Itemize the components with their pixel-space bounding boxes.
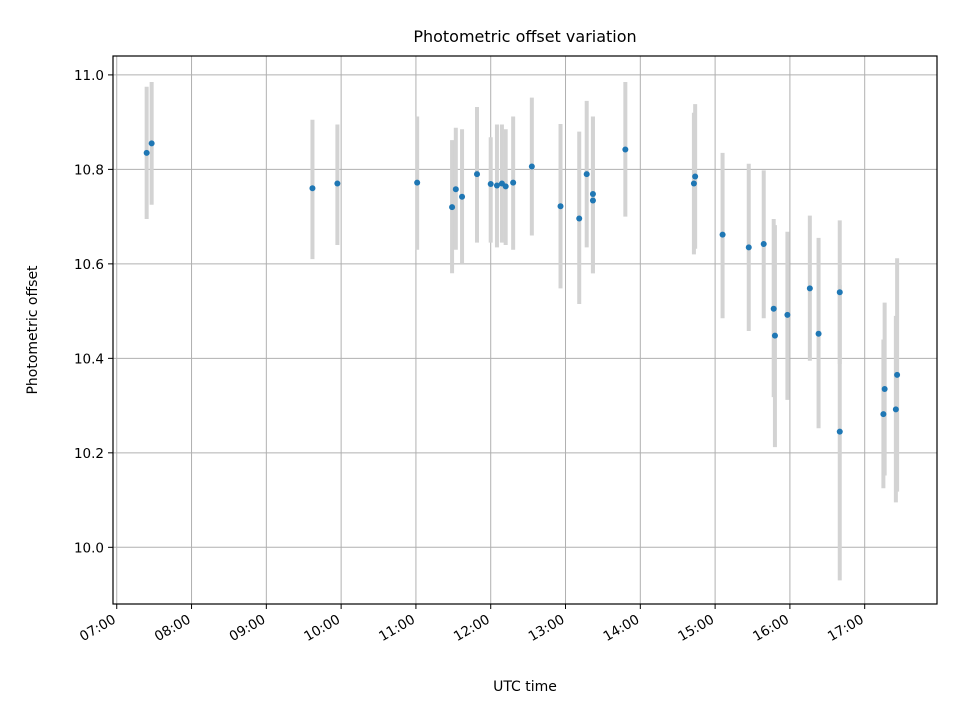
- data-point: [449, 204, 456, 211]
- data-point: [487, 181, 494, 188]
- y-tick-label: 11.0: [74, 68, 104, 84]
- x-tick-label: 17:00: [825, 612, 867, 645]
- data-point: [692, 173, 699, 180]
- data-point: [414, 179, 421, 186]
- data-point: [880, 411, 887, 418]
- chart-title: Photometric offset variation: [413, 27, 636, 46]
- x-tick-label: 12:00: [451, 612, 493, 645]
- data-point: [760, 241, 767, 248]
- data-point: [719, 231, 726, 238]
- data-point: [334, 180, 341, 187]
- data-point: [589, 197, 596, 204]
- x-tick-label: 11:00: [376, 612, 418, 645]
- x-axis-label: UTC time: [493, 679, 557, 695]
- y-axis-ticks: 10.0 10.2 10.4 10.6 10.8 11.0: [74, 68, 113, 556]
- data-point: [771, 332, 778, 339]
- data-point: [557, 203, 564, 210]
- data-point: [459, 193, 466, 200]
- plot-frame: [112, 55, 938, 605]
- data-point: [836, 289, 843, 296]
- data-points: [143, 140, 901, 435]
- data-point: [589, 190, 596, 197]
- grid-lines: [113, 56, 937, 604]
- data-point: [528, 163, 535, 170]
- data-point: [745, 244, 752, 251]
- data-point: [576, 215, 583, 222]
- y-tick-label: 10.8: [74, 162, 104, 178]
- x-tick-label: 16:00: [750, 612, 792, 645]
- x-tick-label: 09:00: [227, 612, 269, 645]
- x-tick-label: 13:00: [526, 612, 568, 645]
- x-tick-label: 14:00: [601, 612, 643, 645]
- data-point: [452, 186, 459, 193]
- data-point: [770, 305, 777, 312]
- y-axis-label: Photometric offset: [25, 265, 41, 395]
- data-point: [690, 180, 697, 187]
- x-tick-label: 07:00: [77, 612, 119, 645]
- data-point: [836, 428, 843, 435]
- y-tick-label: 10.6: [74, 257, 104, 273]
- data-point: [148, 140, 155, 147]
- y-tick-label: 10.4: [74, 351, 104, 367]
- data-point: [583, 171, 590, 178]
- data-point: [784, 311, 791, 318]
- data-point: [502, 183, 509, 190]
- x-tick-label: 10:00: [301, 612, 343, 645]
- data-point: [881, 386, 888, 393]
- data-point: [510, 179, 517, 186]
- data-point: [309, 185, 316, 192]
- data-point: [892, 406, 899, 413]
- data-point: [806, 285, 813, 292]
- data-point: [493, 182, 500, 189]
- data-point: [815, 330, 822, 337]
- x-axis-ticks: 07:00 08:00 09:00 10:00 11:00 12:00 13:00 14:00…: [77, 604, 867, 645]
- data-point: [894, 371, 901, 378]
- data-point: [143, 149, 150, 156]
- x-tick-label: 15:00: [675, 612, 717, 645]
- x-tick-label: 08:00: [152, 612, 194, 645]
- y-tick-label: 10.2: [74, 446, 104, 462]
- error-bars: [144, 81, 900, 581]
- y-tick-label: 10.0: [74, 540, 104, 556]
- data-point: [622, 146, 629, 153]
- data-point: [474, 171, 481, 178]
